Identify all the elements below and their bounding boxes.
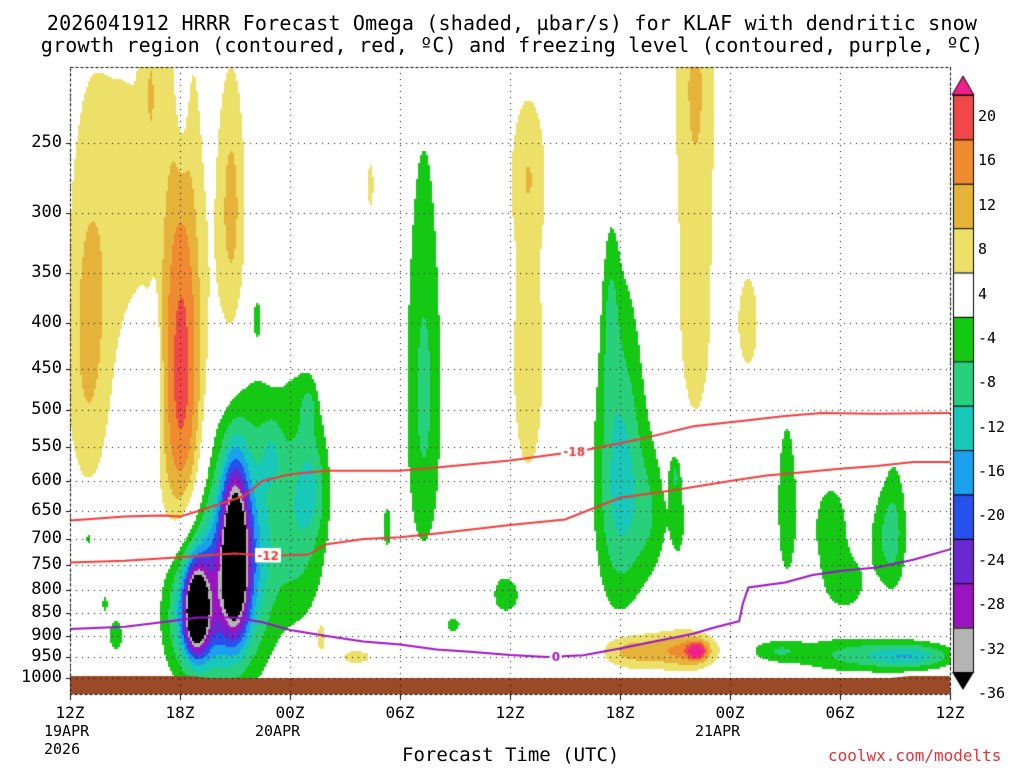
x-tick-label: 18Z bbox=[605, 703, 635, 722]
y-tick-label: 600 bbox=[31, 470, 62, 490]
x-tick-label: 06Z bbox=[825, 703, 855, 722]
colorbar-label: -36 bbox=[978, 684, 1006, 702]
source-credit: coolwx.com/modelts bbox=[828, 746, 1002, 765]
colorbar-label: 8 bbox=[978, 240, 988, 259]
y-tick-label: 250 bbox=[31, 132, 62, 152]
colorbar-label: 16 bbox=[978, 151, 997, 170]
chart-title-line-1: 2026041912 HRRR Forecast Omega (shaded, … bbox=[46, 11, 978, 35]
y-tick-label: 500 bbox=[31, 399, 62, 419]
colorbar-label: -32 bbox=[978, 639, 1006, 658]
x-tick-date: 20APR bbox=[255, 722, 301, 740]
x-tick-label: 12Z bbox=[935, 703, 965, 722]
x-tick-label: 06Z bbox=[385, 703, 415, 722]
x-tick-label: 00Z bbox=[275, 703, 305, 722]
colorbar-label: 4 bbox=[978, 284, 988, 303]
y-tick-label: 350 bbox=[31, 262, 62, 282]
chart-title-line-2: growth region (contoured, red, ºC) and f… bbox=[40, 33, 984, 57]
x-tick-label: 12Z bbox=[495, 703, 525, 722]
colorbar-label: 20 bbox=[978, 107, 997, 125]
y-tick-label: 950 bbox=[31, 646, 62, 666]
x-tick-label: 00Z bbox=[715, 703, 745, 722]
y-tick-label: 700 bbox=[31, 528, 62, 548]
x-tick-date: 19APR bbox=[44, 722, 90, 740]
x-axis-title: Forecast Time (UTC) bbox=[402, 744, 620, 766]
x-tick-label: 12Z bbox=[55, 703, 85, 722]
colorbar-label: -24 bbox=[978, 550, 1006, 569]
y-tick-label: 800 bbox=[31, 579, 62, 599]
x-tick-label: 18Z bbox=[165, 703, 195, 722]
x-tick-date: 21APR bbox=[695, 722, 741, 740]
colorbar-label: -12 bbox=[978, 417, 1006, 436]
colorbar-label: -16 bbox=[978, 462, 1006, 481]
y-tick-label: 300 bbox=[31, 202, 62, 222]
y-tick-label: 550 bbox=[31, 436, 62, 456]
colorbar-label: 12 bbox=[978, 195, 997, 214]
x-tick-year: 2026 bbox=[44, 740, 81, 758]
colorbar-label: -4 bbox=[978, 328, 997, 347]
y-tick-label: 900 bbox=[31, 625, 62, 645]
y-tick-label: 750 bbox=[31, 554, 62, 574]
y-tick-label: 650 bbox=[31, 500, 62, 520]
colorbar-label: -8 bbox=[978, 373, 997, 392]
colorbar-label: -20 bbox=[978, 506, 1006, 525]
y-tick-label: 450 bbox=[31, 358, 62, 378]
y-tick-label: 1000 bbox=[21, 667, 62, 687]
y-tick-label: 850 bbox=[31, 602, 62, 622]
colorbar-label: -28 bbox=[978, 595, 1006, 614]
y-tick-label: 400 bbox=[31, 312, 62, 332]
